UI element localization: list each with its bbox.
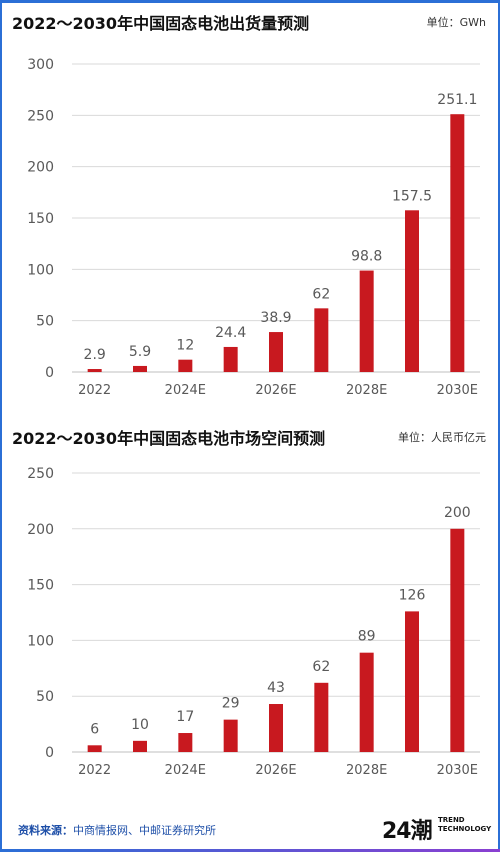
brand-logo: 24潮 TREND TECHNOLOGY [382, 811, 492, 844]
bar [269, 332, 283, 372]
y-tick-label: 250 [27, 466, 54, 482]
y-tick-label: 0 [45, 745, 54, 761]
bar [133, 740, 147, 752]
data-label: 200 [444, 505, 471, 521]
logo-line1: TREND [438, 816, 465, 824]
data-label: 2.9 [84, 347, 106, 363]
bar [314, 682, 329, 752]
y-tick-label: 200 [27, 522, 54, 538]
data-label: 43 [267, 680, 285, 696]
x-tick-label: 2024E [165, 383, 206, 398]
data-label: 38.9 [260, 310, 291, 326]
x-tick-label: 2030E [437, 763, 478, 778]
y-tick-label: 250 [27, 108, 54, 124]
x-tick-label: 2026E [255, 763, 296, 778]
x-tick-label: 2026E [255, 383, 296, 398]
data-label: 126 [399, 587, 426, 603]
bar [178, 733, 193, 752]
source-note: 资料来源：中商情报网、中邮证券研究所 [18, 822, 216, 838]
data-label: 24.4 [215, 325, 246, 341]
x-tick-label: 2028E [346, 763, 387, 778]
bar [223, 346, 238, 372]
data-label: 5.9 [129, 344, 151, 360]
market-chart-title: 2022～2030年中国固态电池市场空间预测 [12, 429, 326, 448]
bar [450, 528, 465, 752]
data-label: 62 [312, 659, 330, 675]
shipment-chart-title: 2022～2030年中国固态电池出货量预测 [12, 14, 310, 33]
market-chart-unit: 单位：人民币亿元 [398, 431, 486, 444]
y-tick-label: 50 [36, 314, 54, 330]
data-label: 6 [90, 721, 99, 737]
x-tick-label: 2030E [437, 383, 478, 398]
data-label: 98.8 [351, 249, 382, 265]
logo-line2: TECHNOLOGY [438, 825, 492, 833]
y-tick-label: 50 [36, 689, 54, 705]
source-text: 中商情报网、中邮证券研究所 [73, 824, 216, 837]
x-tick-label: 2028E [346, 383, 387, 398]
logo-subtitle: TREND TECHNOLOGY [438, 816, 491, 834]
bar [87, 369, 102, 372]
data-label: 62 [312, 286, 330, 302]
data-label: 251.1 [437, 92, 477, 108]
bar [450, 114, 465, 372]
y-tick-label: 150 [27, 578, 54, 594]
bar [314, 308, 329, 372]
bar [223, 719, 238, 752]
bar [87, 745, 102, 752]
logo-mark: 24潮 [382, 819, 433, 844]
market-chart-panel: 2022～2030年中国固态电池市场空间预测 单位：人民币亿元 0 50 100 15… [10, 425, 490, 795]
data-label: 157.5 [392, 188, 432, 204]
data-label: 10 [131, 717, 149, 733]
data-label: 89 [358, 629, 376, 645]
bar [178, 359, 193, 372]
bar [359, 270, 374, 372]
shipment-chart-panel: 2022～2030年中国固态电池出货量预测 单位：GWh 0 50 100 150 20… [10, 10, 490, 410]
data-label: 17 [176, 709, 194, 725]
y-tick-label: 200 [27, 160, 54, 176]
y-tick-label: 300 [27, 57, 54, 73]
shipment-chart-unit: 单位：GWh [426, 16, 486, 29]
market-bar-chart: 0 50 100 150 200 250 6 2022 10 17 2024E 29 43 2026E 62… [27, 466, 480, 778]
y-tick-label: 0 [45, 365, 54, 381]
bar [359, 652, 374, 752]
x-tick-label: 2022 [78, 383, 111, 398]
data-label: 29 [222, 696, 240, 712]
bar [405, 210, 419, 372]
x-tick-label: 2022 [78, 763, 111, 778]
shipment-bar-chart: 0 50 100 150 200 250 300 2.9 2022 5.9 12 2024E 24.4 3… [27, 57, 480, 398]
source-label: 资料来源： [18, 824, 73, 837]
y-tick-label: 100 [27, 262, 54, 278]
data-label: 12 [176, 338, 194, 354]
bar [405, 611, 419, 752]
bar [133, 365, 147, 372]
bar [269, 704, 283, 752]
y-tick-label: 150 [27, 211, 54, 227]
x-tick-label: 2024E [165, 763, 206, 778]
y-tick-label: 100 [27, 633, 54, 649]
